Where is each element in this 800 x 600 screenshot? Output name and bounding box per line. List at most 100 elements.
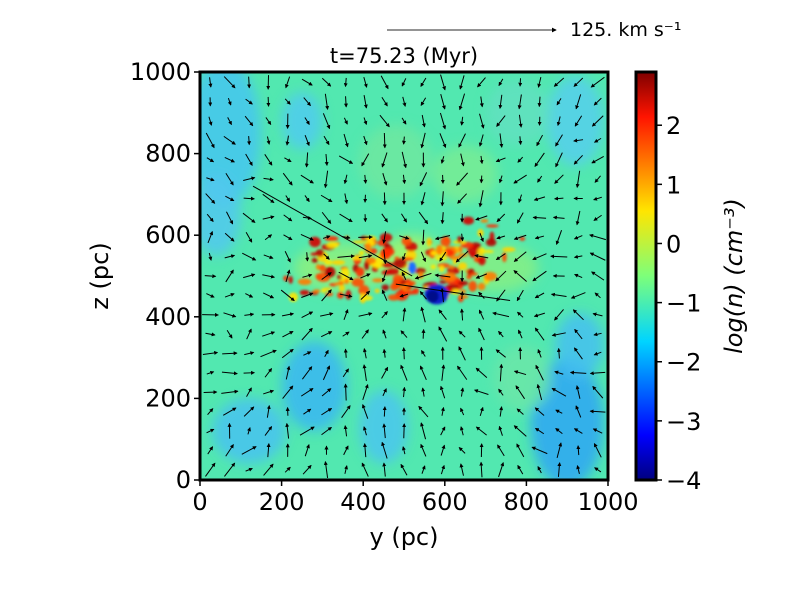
velocity-arrow	[569, 370, 587, 375]
velocity-arrow	[537, 77, 542, 88]
velocity-arrow	[516, 408, 524, 415]
velocity-arrow	[495, 349, 506, 358]
velocity-arrow	[321, 426, 332, 436]
velocity-arrow	[419, 291, 427, 300]
velocity-arrow	[594, 467, 602, 473]
velocity-arrow	[321, 289, 332, 302]
velocity-arrow	[457, 365, 468, 380]
velocity-arrow	[301, 366, 313, 380]
velocity-arrow	[301, 327, 313, 341]
velocity-arrow	[499, 133, 504, 148]
velocity-arrow	[301, 78, 313, 86]
velocity-arrow	[382, 173, 388, 186]
velocity-arrow	[223, 135, 236, 145]
velocity-arrow	[531, 446, 548, 455]
velocity-arrow	[479, 406, 484, 417]
colorbar-tick-label: −2	[666, 349, 701, 377]
velocity-arrow	[513, 174, 527, 184]
velocity-arrow	[573, 154, 583, 165]
velocity-arrow	[363, 135, 368, 146]
velocity-arrow	[247, 76, 252, 89]
velocity-arrow	[479, 232, 484, 243]
velocity-arrow	[517, 464, 524, 475]
velocity-arrow	[475, 426, 487, 436]
velocity-arrow	[299, 426, 315, 436]
velocity-arrow	[402, 96, 407, 107]
velocity-arrow	[266, 404, 271, 418]
velocity-arrow	[302, 216, 312, 220]
velocity-arrow	[499, 406, 504, 417]
velocity-arrow	[205, 462, 216, 477]
velocity-arrow	[474, 389, 489, 395]
velocity-arrow	[383, 249, 388, 265]
velocity-arrow	[262, 215, 275, 220]
velocity-arrow	[285, 195, 291, 203]
velocity-arrow	[414, 272, 432, 280]
velocity-arrow	[221, 389, 239, 394]
velocity-arrow	[440, 191, 445, 207]
velocity-arrow	[421, 387, 426, 397]
velocity-arrow	[381, 441, 388, 459]
velocity-arrow	[534, 152, 545, 168]
x-tick-label: 800	[503, 488, 549, 516]
velocity-arrow	[574, 273, 583, 279]
velocity-arrow	[263, 389, 275, 395]
velocity-arrow	[513, 370, 527, 376]
velocity-arrow	[362, 384, 369, 401]
velocity-arrow	[304, 135, 310, 147]
y-tick-label: 400	[145, 303, 191, 331]
velocity-arrow	[517, 94, 522, 110]
velocity-arrow	[207, 446, 214, 455]
velocity-arrow	[534, 327, 545, 341]
velocity-arrow	[360, 273, 371, 279]
velocity-arrow	[343, 96, 348, 108]
velocity-arrow	[243, 273, 256, 279]
colorbar-tick-label: 0	[666, 230, 681, 258]
velocity-arrow	[513, 251, 527, 262]
velocity-arrow	[513, 425, 527, 437]
velocity-arrow	[285, 269, 291, 283]
velocity-arrow	[242, 212, 256, 223]
velocity-arrow	[420, 192, 426, 206]
velocity-arrow	[492, 311, 510, 318]
velocity-arrow	[458, 330, 466, 338]
velocity-arrow	[438, 326, 448, 342]
velocity-arrow	[499, 363, 504, 382]
velocity-arrow	[284, 251, 291, 263]
velocity-arrow	[208, 77, 213, 88]
velocity-arrow	[570, 292, 586, 299]
velocity-arrow	[302, 464, 312, 475]
velocity-arrow	[456, 172, 469, 186]
velocity-arrow	[321, 408, 333, 416]
velocity-arrow	[460, 233, 465, 242]
velocity-arrow	[440, 287, 445, 303]
velocity-arrow	[285, 422, 290, 439]
velocity-arrow	[301, 292, 314, 298]
velocity-arrow	[498, 94, 503, 110]
velocity-arrow	[264, 234, 273, 241]
velocity-arrow	[223, 312, 237, 318]
velocity-arrow	[513, 234, 527, 241]
velocity-arrow	[420, 306, 426, 323]
velocity-arrow	[475, 215, 488, 221]
velocity-arrow	[438, 309, 447, 320]
velocity-arrow	[555, 152, 563, 168]
velocity-arrow	[402, 307, 407, 322]
velocity-arrow	[260, 349, 277, 358]
velocity-arrow	[434, 234, 451, 241]
y-tick-label: 600	[145, 221, 191, 249]
velocity-arrow	[532, 270, 547, 282]
velocity-arrow	[344, 465, 348, 474]
velocity-arrow	[537, 348, 542, 358]
velocity-arrow	[534, 235, 545, 240]
velocity-arrow	[458, 93, 466, 111]
velocity-arrow	[573, 347, 583, 360]
velocity-arrow	[322, 365, 331, 381]
velocity-arrow	[224, 232, 235, 242]
velocity-arrow	[344, 193, 349, 205]
velocity-arrow	[459, 308, 464, 321]
velocity-arrow	[441, 364, 446, 381]
velocity-arrow	[551, 387, 567, 397]
velocity-arrow	[263, 463, 274, 476]
